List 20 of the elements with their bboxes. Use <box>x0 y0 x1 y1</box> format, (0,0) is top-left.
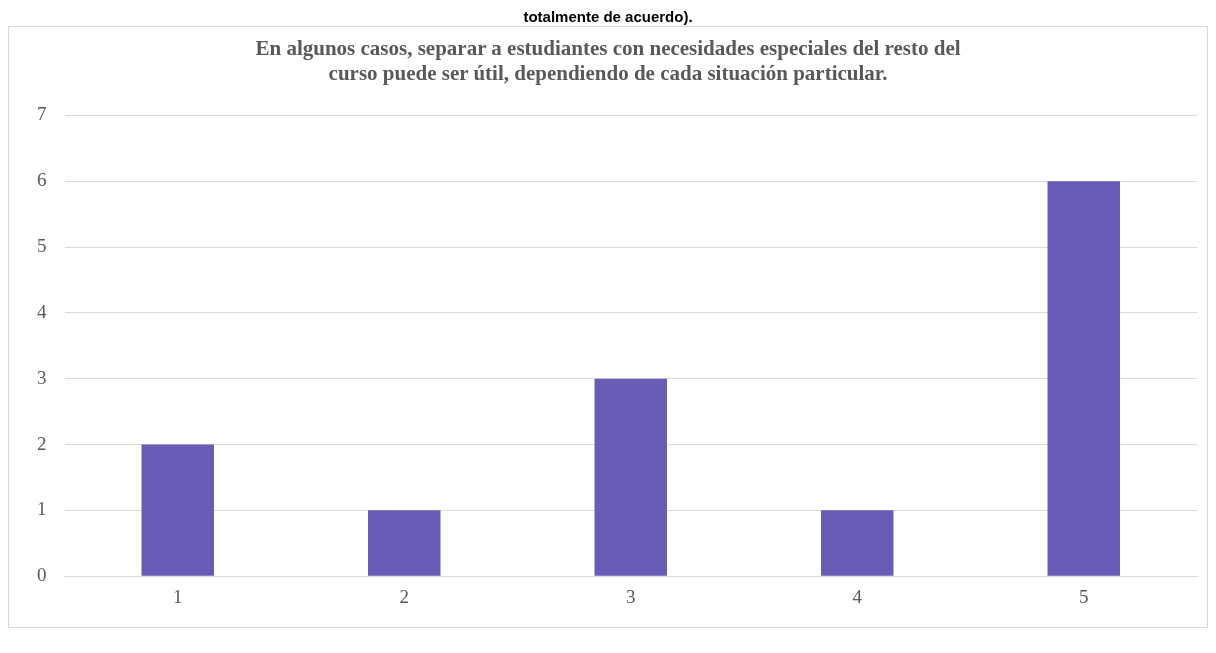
y-tick-label: 5 <box>37 235 47 257</box>
bar <box>821 510 894 576</box>
y-tick-label: 2 <box>37 432 47 454</box>
chart-title: En algunos casos, separar a estudiantes con necesidades especiales del resto del curso puede ser útil, dependiendo de cada situación particular. <box>255 36 961 86</box>
x-tick-label: 5 <box>1079 585 1089 607</box>
text: totalmente de acuerdo). <box>522 8 694 26</box>
y-tick-label: 6 <box>37 169 47 191</box>
bar <box>368 510 441 576</box>
y-tick-label: 4 <box>37 300 47 322</box>
y-tick-label: 0 <box>37 564 47 586</box>
y-tick-label: 1 <box>37 498 47 520</box>
x-tick-label: 3 <box>626 585 636 607</box>
bar <box>1047 181 1120 576</box>
x-tick-label: 2 <box>399 585 409 607</box>
x-tick-label: 1 <box>173 585 183 607</box>
y-tick-label: 3 <box>37 366 47 388</box>
bar <box>594 378 667 576</box>
bar <box>141 444 214 576</box>
x-tick-label: 4 <box>852 585 863 607</box>
y-tick-label: 7 <box>37 103 47 125</box>
